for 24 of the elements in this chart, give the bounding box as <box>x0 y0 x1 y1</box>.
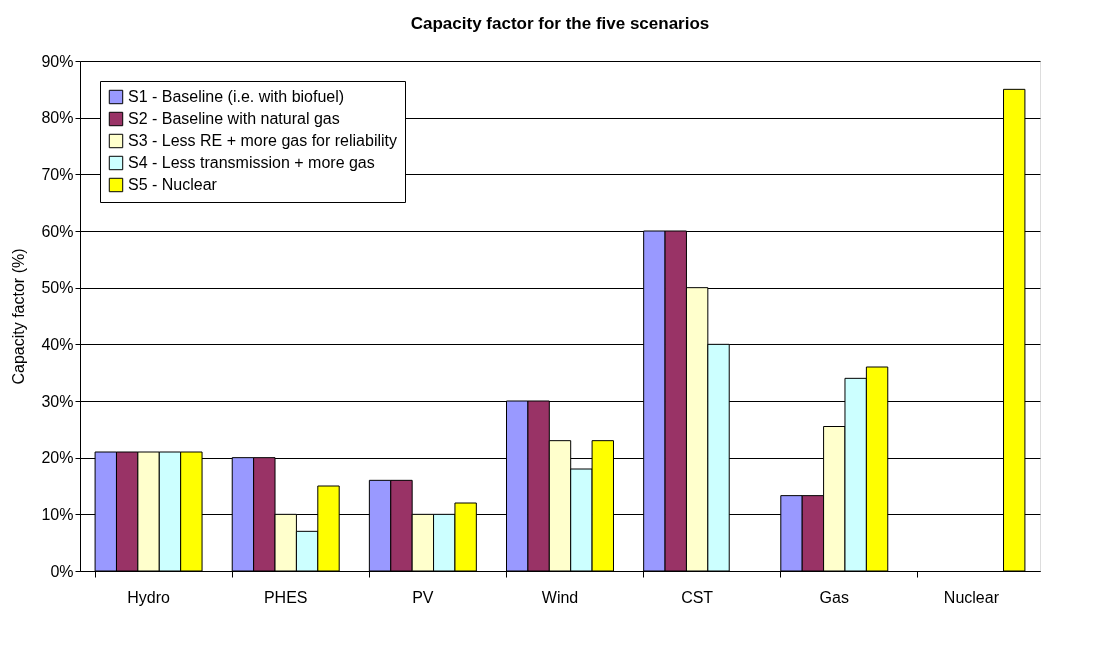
legend-label: S5 - Nuclear <box>128 176 218 193</box>
legend-label: S2 - Baseline with natural gas <box>128 110 340 127</box>
y-tick-label: 0% <box>50 562 74 580</box>
x-tick-label: PV <box>412 588 434 606</box>
x-tick-label: Gas <box>819 588 849 606</box>
legend-label: S1 - Baseline (i.e. with biofuel) <box>128 88 345 105</box>
y-tick-label: 50% <box>41 279 74 297</box>
x-tick-label: PHES <box>263 588 308 606</box>
y-tick-label: 30% <box>41 392 74 410</box>
y-tick-label: 90% <box>41 52 74 70</box>
y-tick-label: 60% <box>41 222 74 240</box>
x-tick-label: Nuclear <box>943 588 1000 606</box>
y-axis-title: Capacity factor (%) <box>10 248 28 385</box>
y-tick-label: 70% <box>41 165 74 183</box>
x-tick-label: CST <box>681 588 714 606</box>
y-tick-label: 20% <box>41 449 74 467</box>
x-tick-label: Wind <box>541 588 579 606</box>
y-tick-label: 10% <box>41 505 74 523</box>
x-tick-label: Hydro <box>127 588 171 606</box>
legend-label: S4 - Less transmission + more gas <box>128 154 375 171</box>
chart-title: Capacity factor for the five scenarios <box>410 14 710 33</box>
legend-label: S3 - Less RE + more gas for reliability <box>128 132 397 149</box>
y-tick-label: 80% <box>41 109 74 127</box>
y-tick-label: 40% <box>41 335 74 353</box>
